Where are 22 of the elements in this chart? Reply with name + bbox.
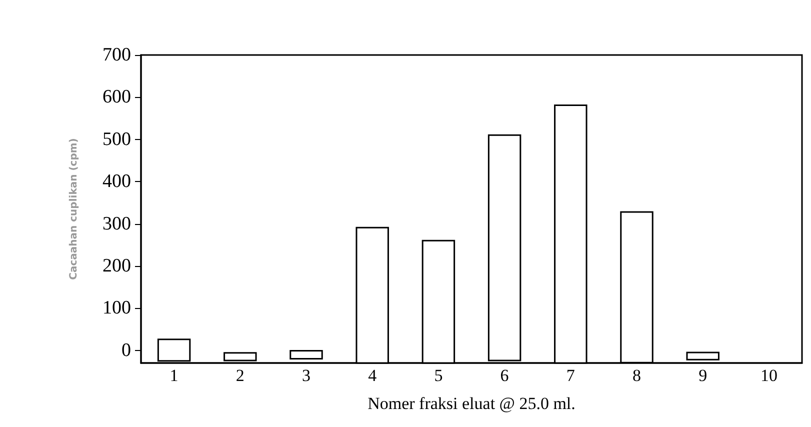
x-tick-label: 4 <box>368 366 378 385</box>
y-tick-label: 700 <box>102 44 131 66</box>
x-tick-label: 7 <box>566 366 576 385</box>
x-tick-label: 5 <box>434 366 443 385</box>
x-axis-title: Nomer fraksi eluat @ 25.0 ml. <box>368 394 576 413</box>
x-tick-label: 9 <box>698 366 708 385</box>
x-tick-label: 2 <box>236 366 244 385</box>
x-tick-label: 1 <box>170 366 178 385</box>
y-axis-title: Cacaahan cuplikan (cpm) <box>68 138 80 280</box>
bar <box>686 352 720 360</box>
bar <box>290 350 323 360</box>
x-tick-label: 10 <box>760 366 778 385</box>
y-tick-label: 0 <box>122 340 131 361</box>
y-tick-label: 500 <box>102 128 131 150</box>
y-tick-label: 600 <box>102 86 131 108</box>
y-tick-label: 300 <box>102 213 131 234</box>
x-tick-label: 6 <box>500 366 509 385</box>
x-tick-label: 3 <box>302 366 310 385</box>
x-tick-label: 8 <box>632 366 641 385</box>
y-tick-label: 200 <box>102 255 131 276</box>
y-tick-label: 100 <box>102 298 131 319</box>
y-tick-label: 400 <box>102 171 131 192</box>
